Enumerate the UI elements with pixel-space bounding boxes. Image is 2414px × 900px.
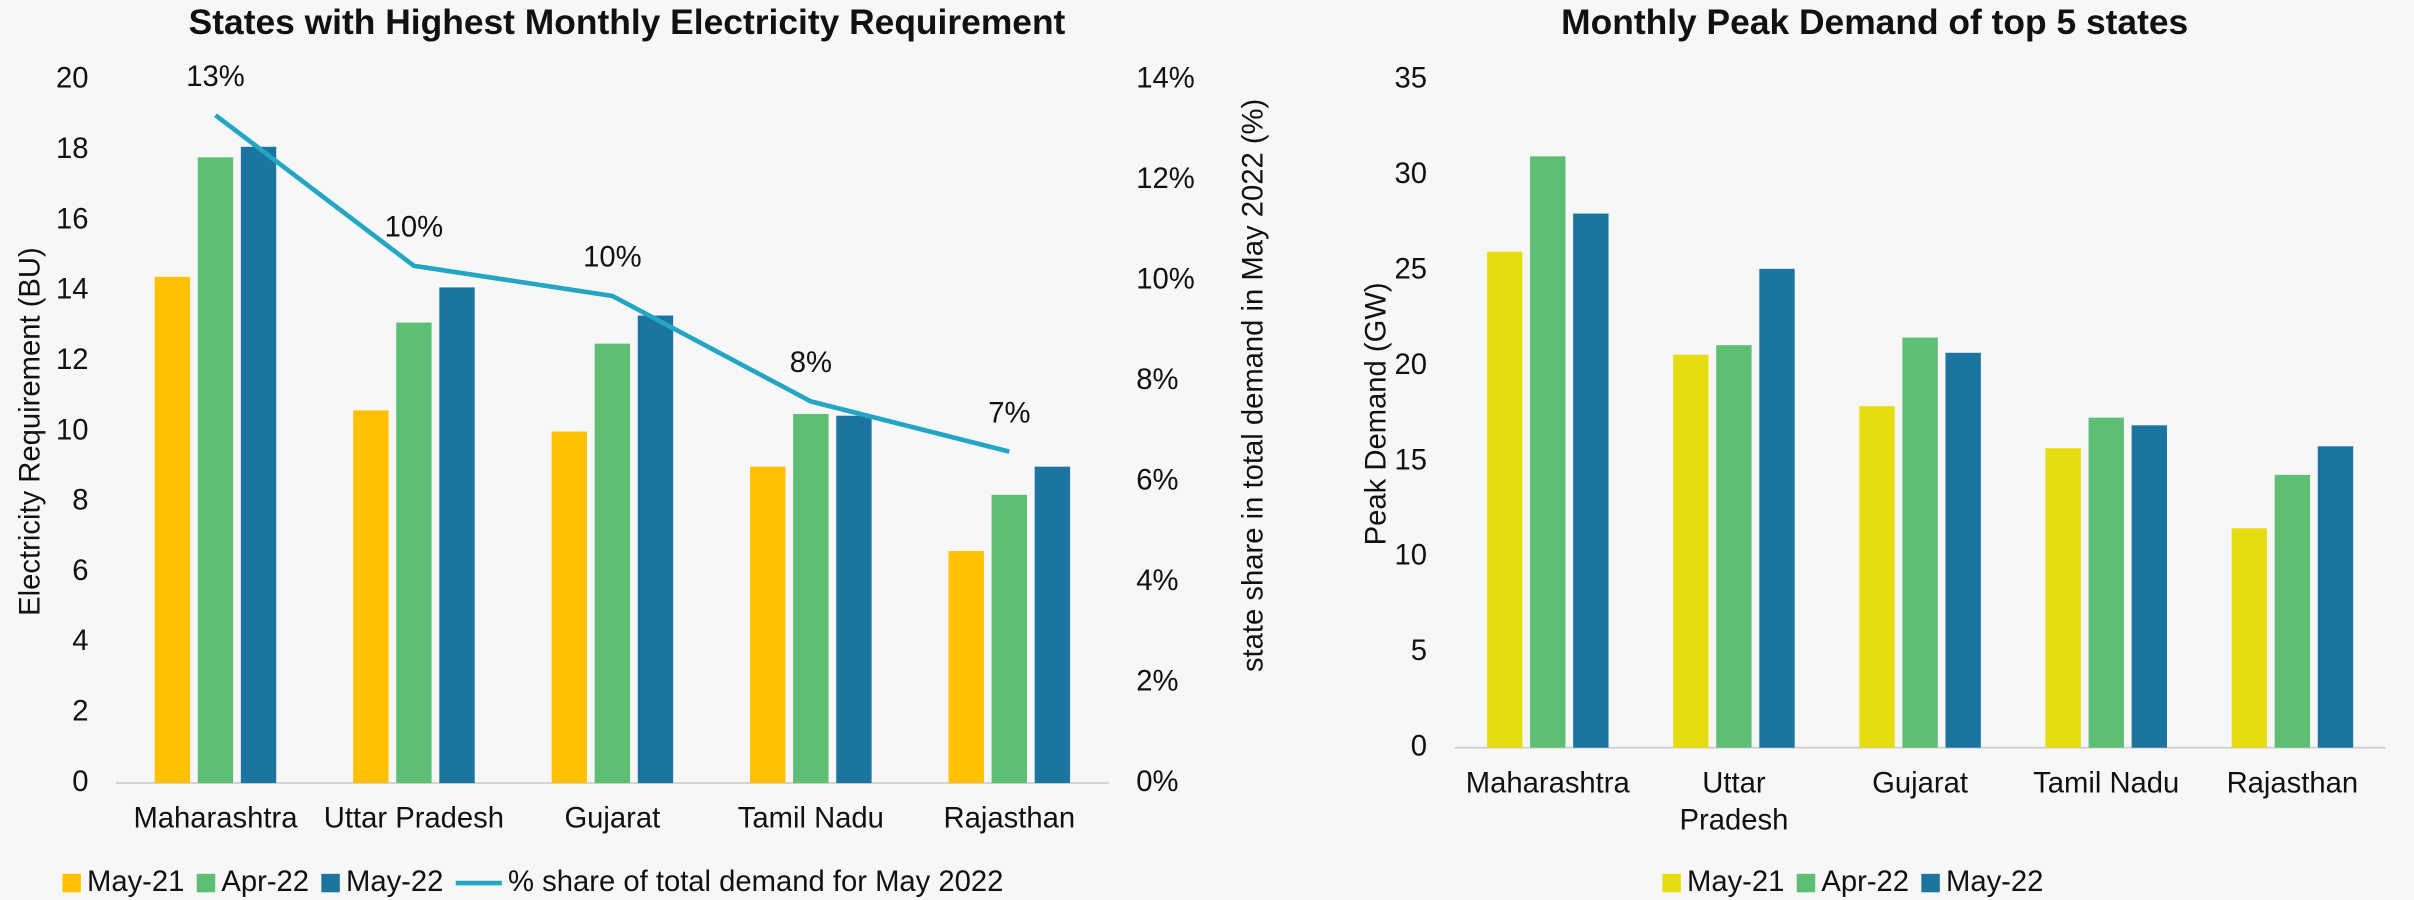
bar (1859, 406, 1895, 748)
y2-tick-label: 4% (1136, 565, 1178, 597)
bar (2045, 448, 2081, 748)
bar (2131, 425, 2167, 748)
bar (353, 410, 389, 784)
legend-swatch (1796, 873, 1816, 893)
x-tick-label: Rajasthan (944, 803, 1076, 835)
bar (1945, 352, 1981, 748)
bar (991, 494, 1027, 784)
y-tick-label: 20 (1394, 349, 1427, 381)
y-tick-label: 10 (1394, 540, 1427, 572)
y2-tick-label: 2% (1136, 665, 1178, 697)
y-tick-label: 14 (56, 274, 89, 306)
legend-swatch (321, 873, 340, 893)
bar (2231, 528, 2267, 748)
legend-label: May-21 (1687, 866, 1784, 898)
y2-axis-title: state share in total demand in May 2022 … (1237, 99, 1269, 672)
legend-label: % share of total demand for May 2022 (508, 866, 1003, 898)
y2-tick-label: 0% (1136, 766, 1178, 798)
bar (750, 466, 786, 784)
bar (2088, 417, 2124, 748)
y2-tick-label: 10% (1136, 264, 1194, 296)
chart-title: Monthly Peak Demand of top 5 states (1561, 3, 2188, 42)
bar (637, 315, 674, 784)
data-label: 13% (186, 61, 244, 93)
x-tick-label: Gujarat (1872, 767, 1968, 799)
bar (1902, 337, 1938, 748)
y2-tick-label: 6% (1136, 464, 1178, 496)
bar (154, 276, 191, 784)
x-tick-label: Uttar Pradesh (1680, 767, 1789, 836)
bar (2317, 446, 2354, 748)
legend-swatch (62, 873, 81, 893)
y-tick-label: 2 (72, 695, 88, 727)
legend-label: May-22 (346, 866, 443, 898)
y-tick-label: 15 (1394, 444, 1427, 476)
bar (1759, 268, 1795, 748)
y-tick-label: 20 (56, 63, 89, 95)
bar (594, 343, 631, 784)
bar (2274, 474, 2311, 748)
legend-label: Apr-22 (221, 866, 309, 898)
bar (836, 415, 872, 784)
data-label: 7% (988, 397, 1030, 429)
bar (551, 431, 587, 784)
x-tick-label: Uttar Pradesh (324, 803, 504, 835)
y-axis-title: Electricity Requirement (BU) (14, 247, 46, 616)
data-label: 8% (790, 347, 832, 379)
bar (1716, 345, 1752, 748)
y-tick-label: 18 (56, 133, 89, 165)
bar (793, 413, 829, 784)
bar (439, 287, 475, 784)
y-tick-label: 4 (72, 625, 88, 657)
y-tick-label: 35 (1394, 63, 1427, 95)
x-tick-label: Tamil Nadu (738, 803, 884, 835)
x-tick-label: Gujarat (564, 803, 660, 835)
bar (1034, 466, 1071, 784)
bar (1530, 156, 1566, 748)
y-tick-label: 8 (72, 485, 88, 517)
y-tick-label: 10 (56, 414, 89, 446)
y2-tick-label: 8% (1136, 364, 1178, 396)
line (214, 113, 1010, 454)
data-label: 10% (385, 212, 443, 244)
y-tick-label: 30 (1394, 158, 1427, 190)
legend-swatch (1662, 873, 1681, 893)
bar (1487, 251, 1523, 748)
y2-tick-label: 12% (1136, 163, 1194, 195)
bar (948, 551, 984, 784)
bar (1673, 354, 1709, 748)
bar (396, 322, 432, 784)
bar (197, 157, 234, 784)
legend-label: May-22 (1946, 866, 2043, 898)
x-tick-label: Maharashtra (1466, 767, 1631, 799)
legend-label: Apr-22 (1821, 866, 1909, 898)
y-tick-label: 12 (56, 344, 89, 376)
data-label: 10% (583, 242, 641, 274)
bar (1573, 213, 1609, 748)
y-tick-label: 6 (72, 555, 88, 587)
y-tick-label: 25 (1394, 253, 1427, 285)
bar (240, 146, 277, 784)
y-axis-title: Peak Demand (GW) (1360, 282, 1392, 545)
chart-title: States with Highest Monthly Electricity … (189, 3, 1066, 42)
y-tick-label: 16 (56, 203, 89, 235)
y-tick-label: 0 (72, 766, 88, 798)
x-tick-label: Rajasthan (2227, 767, 2359, 799)
x-tick-label: Maharashtra (133, 803, 298, 835)
legend-label: May-21 (87, 866, 184, 898)
y2-tick-label: 14% (1136, 63, 1194, 95)
y-tick-label: 5 (1411, 635, 1427, 667)
legend-swatch (1921, 873, 1940, 893)
y-tick-label: 0 (1411, 730, 1427, 762)
legend-swatch (196, 873, 216, 893)
x-tick-label: Tamil Nadu (2033, 767, 2179, 799)
